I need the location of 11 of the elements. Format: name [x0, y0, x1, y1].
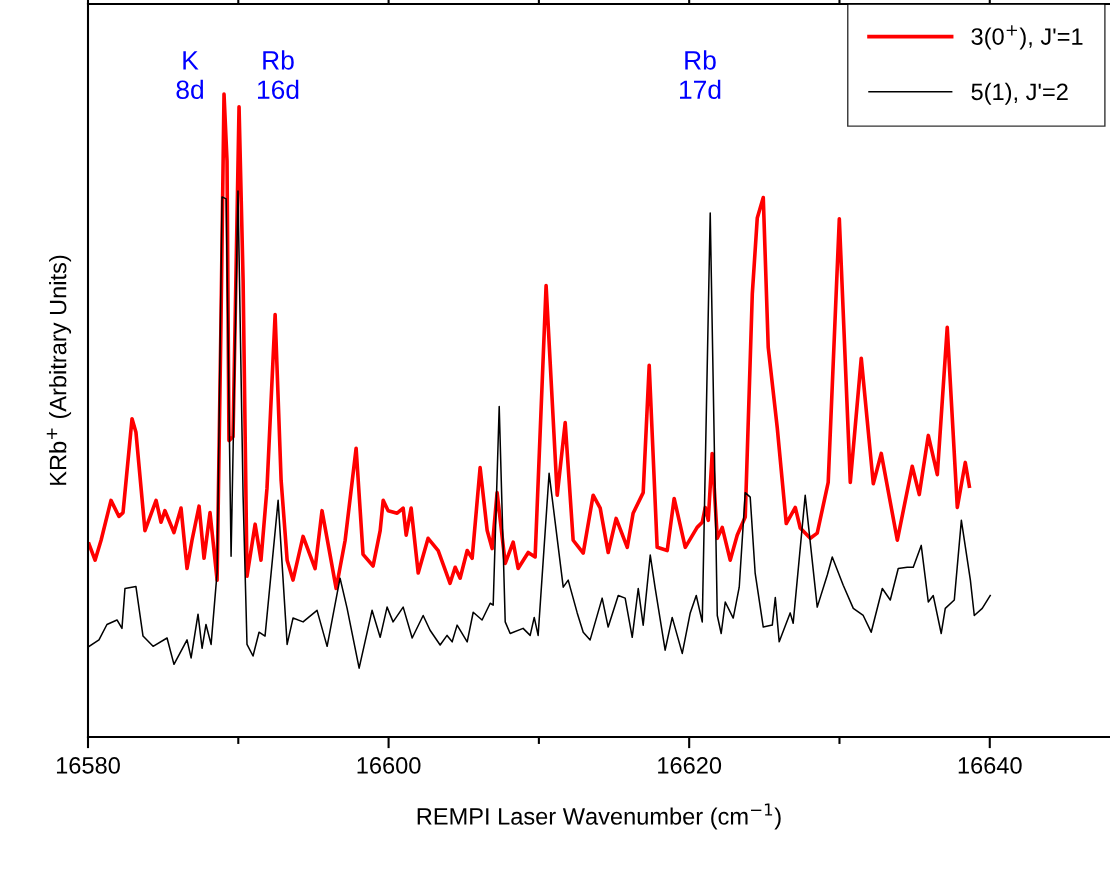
x-tick-label: 16580: [56, 757, 120, 774]
x-tick-label: 16640: [958, 757, 1022, 774]
annotation: Rb 16d: [258, 50, 299, 100]
x-tick-label: 16620: [658, 757, 722, 774]
y-axis-title: KRb$^{+}$ (Arbitrary Units): [46, 255, 72, 485]
x-axis-title: REMPI Laser Wavenumber (cm$^{−1}$): [417, 803, 781, 830]
annotation: Rb 17d: [680, 50, 721, 100]
legend-label: 3(0$^{+}$), J'=1: [971, 25, 1083, 50]
annotation: K 8d: [176, 51, 203, 100]
legend-label: 5(1), J'=2: [971, 82, 1068, 105]
x-tick-label: 16600: [357, 757, 421, 774]
